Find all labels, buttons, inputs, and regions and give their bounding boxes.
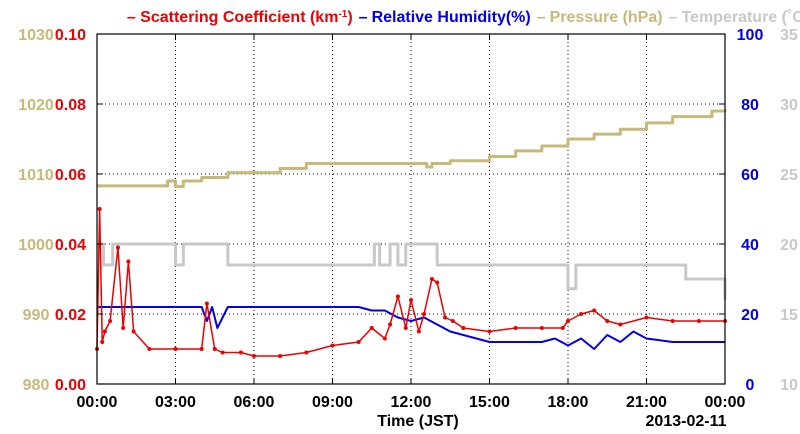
- scattering-point: [644, 315, 649, 320]
- x-tick-label: 18:00: [548, 394, 589, 411]
- scattering-point: [115, 245, 120, 250]
- scattering-point: [670, 319, 675, 323]
- x-tick-label: 03:00: [155, 394, 196, 411]
- pressure-tick-label: 980: [23, 377, 50, 394]
- scattering-tick-label: 0.10: [55, 27, 86, 44]
- scattering-point: [566, 319, 570, 323]
- scattering-point: [618, 322, 623, 327]
- x-tick-label: 00:00: [77, 394, 118, 411]
- legend-scattering: Scattering Coefficient (km-1): [136, 9, 353, 27]
- temperature-tick-label: 15: [780, 307, 798, 324]
- scattering-point: [131, 329, 136, 334]
- legend-pressure: Pressure (hPa): [550, 9, 663, 26]
- pressure-tick-label: 1030: [18, 27, 54, 44]
- x-tick-label: 09:00: [312, 394, 353, 411]
- scattering-point: [395, 294, 400, 299]
- temperature-tick-label: 10: [780, 377, 798, 394]
- scattering-tick-label: 0.06: [55, 167, 86, 184]
- series-layer: [95, 109, 727, 358]
- scattering-point: [220, 350, 225, 355]
- pressure-tick-label: 990: [23, 307, 50, 324]
- x-tick-label: 15:00: [469, 394, 510, 411]
- scattering-point: [579, 312, 584, 316]
- date-label: 2013-02-11: [646, 413, 727, 430]
- humidity-tick-label: 80: [741, 97, 759, 114]
- humidity-tick-label: 60: [741, 167, 759, 184]
- scattering-point: [100, 340, 105, 344]
- ticks-layer: 00:00 03:00 06:00 09:00 12:00 15:00 18:00 21:00…: [18, 27, 798, 411]
- x-tick-label: 00:00: [705, 394, 746, 411]
- x-axis-title: Time (JST): [377, 413, 459, 430]
- legend-dash-scattering: –: [127, 9, 136, 26]
- humidity-series-line: [97, 306, 725, 350]
- scattering-point: [416, 329, 421, 334]
- scattering-point: [108, 319, 113, 323]
- scattering-tick-label: 0.02: [55, 307, 86, 324]
- scattering-point: [513, 326, 518, 330]
- pressure-series-line: [97, 109, 727, 189]
- pressure-tick-label: 1010: [18, 167, 54, 184]
- temperature-series-line: [97, 242, 727, 300]
- scattering-point: [487, 329, 492, 334]
- scattering-tick-label: 0.08: [55, 97, 86, 114]
- humidity-tick-label: 100: [737, 27, 764, 44]
- scattering-point: [696, 319, 701, 323]
- legend-temperature: Temperature (˚C): [681, 9, 800, 26]
- legend-dash-temperature: –: [669, 9, 678, 26]
- scattering-point: [461, 326, 466, 330]
- legend-dash-humidity: –: [359, 9, 368, 26]
- scattering-point: [605, 319, 610, 323]
- scattering-point: [121, 326, 126, 330]
- scattering-point: [212, 347, 217, 351]
- scattering-point: [450, 319, 455, 323]
- scattering-point: [382, 336, 387, 341]
- scattering-point: [199, 347, 204, 351]
- humidity-tick-label: 0: [746, 377, 755, 394]
- scattering-point: [443, 315, 448, 320]
- temperature-tick-label: 20: [780, 237, 798, 254]
- grid-layer: [97, 34, 725, 384]
- scattering-tick-label: 0.00: [55, 377, 86, 394]
- scattering-point: [435, 280, 440, 285]
- scattering-point: [356, 340, 361, 344]
- x-tick-label: 21:00: [626, 394, 667, 411]
- scattering-point: [126, 259, 131, 264]
- scattering-point: [388, 322, 393, 327]
- scattering-point: [592, 308, 597, 313]
- scattering-point: [330, 343, 335, 348]
- temperature-tick-label: 35: [780, 27, 798, 44]
- scattering-point: [252, 354, 256, 358]
- pressure-tick-label: 1020: [18, 97, 54, 114]
- x-tick-label: 12:00: [391, 394, 432, 411]
- scattering-point: [173, 347, 178, 351]
- chart-legend: – Scattering Coefficient (km-1) – Relative…: [127, 9, 800, 27]
- scattering-tick-label: 0.04: [55, 237, 86, 254]
- scattering-point: [560, 326, 565, 330]
- humidity-tick-label: 20: [741, 307, 759, 324]
- scattering-point: [204, 301, 209, 306]
- pressure-tick-label: 1000: [18, 237, 54, 254]
- scattering-point: [539, 326, 544, 330]
- temperature-tick-label: 30: [780, 97, 798, 114]
- scattering-point: [422, 312, 427, 316]
- scattering-point: [278, 354, 283, 358]
- legend-dash-pressure: –: [537, 9, 546, 26]
- temperature-tick-label: 25: [780, 167, 798, 184]
- scattering-point: [102, 329, 107, 334]
- scattering-point: [97, 207, 102, 211]
- scattering-point: [403, 326, 408, 330]
- scattering-point: [409, 298, 413, 302]
- scattering-point: [238, 350, 243, 355]
- humidity-tick-label: 40: [741, 237, 759, 254]
- scattering-point: [429, 277, 434, 281]
- scattering-point: [147, 347, 152, 351]
- scattering-point: [304, 350, 309, 355]
- x-tick-label: 06:00: [234, 394, 275, 411]
- legend-humidity: Relative Humidity(%): [372, 9, 531, 26]
- scattering-point: [369, 326, 374, 330]
